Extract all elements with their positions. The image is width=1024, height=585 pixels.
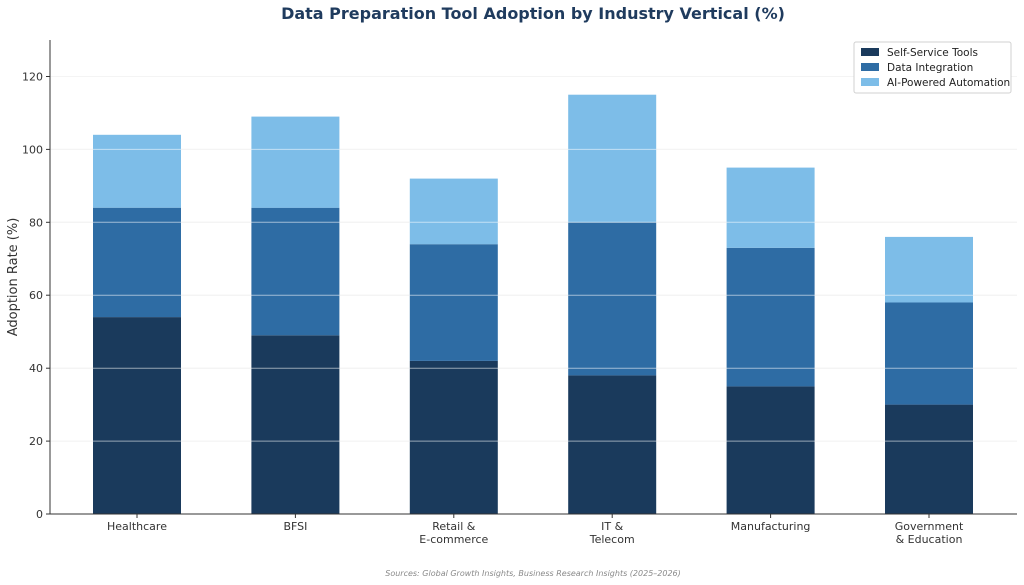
legend-label-3: AI-Powered Automation: [887, 77, 1010, 89]
x-tick-label-2: BFSI: [283, 520, 307, 533]
x-tick-label-line: & Education: [896, 533, 963, 546]
gridlines-overlay: [50, 76, 1017, 442]
bar-segment-3-3: [409, 178, 498, 245]
legend-swatch-1: [861, 48, 879, 56]
y-tick-label-60: 60: [29, 289, 43, 302]
x-tick-label-line: Government: [895, 520, 964, 533]
x-tick-label-4: IT & Telecom: [589, 520, 635, 546]
bar-segment-2-3: [409, 244, 498, 361]
x-tick-label-line: BFSI: [283, 520, 307, 533]
bar-segment-1-2: [251, 335, 340, 514]
x-tick-label-line: IT &: [601, 520, 623, 533]
legend-frame: [853, 41, 1012, 94]
y-tick-labels: 0 20 40 60 80 100 120: [22, 71, 50, 521]
y-tick-label-80: 80: [29, 216, 43, 229]
legend: Self-Service Tools Data Integration AI-Pow…: [853, 41, 1012, 94]
bar-segment-2-4: [568, 222, 657, 376]
y-tick-label-120: 120: [22, 71, 43, 84]
bar-segment-3-1: [93, 134, 181, 208]
bar-segment-3-4: [568, 94, 657, 223]
x-tick-label-6: Government & Education: [895, 520, 964, 546]
bar-segment-2-5: [726, 247, 815, 387]
x-tick-label-line: E-commerce: [419, 533, 488, 546]
x-tick-label-3: Retail & E-commerce: [419, 520, 488, 546]
source-note: Sources: Global Growth Insights, Busines…: [385, 569, 681, 578]
bar-segment-2-2: [251, 207, 340, 336]
bar-segment-1-3: [409, 360, 498, 514]
x-tick-label-line: Retail &: [432, 520, 476, 533]
chart-title: Data Preparation Tool Adoption by Indust…: [281, 4, 785, 23]
bar-segment-3-5: [726, 167, 815, 248]
legend-label-2: Data Integration: [887, 62, 973, 74]
x-tick-label-line: Telecom: [589, 533, 635, 546]
bar-segment-3-2: [251, 116, 340, 208]
y-tick-label-100: 100: [22, 143, 43, 156]
x-tick-label-line: Manufacturing: [731, 520, 811, 533]
gridlines: [50, 76, 1017, 442]
axes: [49, 40, 1017, 515]
bars: [93, 94, 973, 514]
legend-label-1: Self-Service Tools: [887, 47, 978, 59]
bar-segment-1-5: [726, 386, 815, 514]
legend-swatch-2: [861, 63, 879, 71]
legend-swatch-3: [861, 78, 879, 86]
x-tick-labels: Healthcare BFSI Retail & E-commerce IT & Tele…: [107, 514, 964, 546]
bar-segment-3-6: [885, 236, 973, 303]
bar-segment-1-1: [93, 317, 181, 514]
bar-segment-1-6: [885, 404, 973, 514]
bar-segment-1-4: [568, 375, 657, 514]
x-tick-label-1: Healthcare: [107, 520, 167, 533]
x-tick-label-5: Manufacturing: [731, 520, 811, 533]
y-axis-label: Adoption Rate (%): [6, 218, 21, 337]
bar-segment-2-6: [885, 302, 973, 405]
y-tick-label-20: 20: [29, 435, 43, 448]
bar-segment-2-1: [93, 207, 181, 318]
y-tick-label-40: 40: [29, 362, 43, 375]
x-tick-label-line: Healthcare: [107, 520, 167, 533]
y-tick-label-0: 0: [36, 508, 43, 521]
